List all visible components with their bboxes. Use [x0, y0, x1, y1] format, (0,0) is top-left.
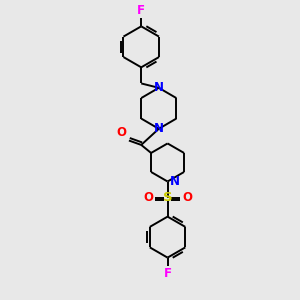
Text: S: S — [163, 191, 172, 204]
Text: O: O — [117, 126, 127, 139]
Text: O: O — [182, 191, 192, 204]
Text: N: N — [170, 175, 180, 188]
Text: N: N — [154, 81, 164, 94]
Text: O: O — [143, 191, 153, 204]
Text: N: N — [154, 122, 164, 135]
Text: F: F — [164, 267, 172, 280]
Text: F: F — [137, 4, 145, 17]
